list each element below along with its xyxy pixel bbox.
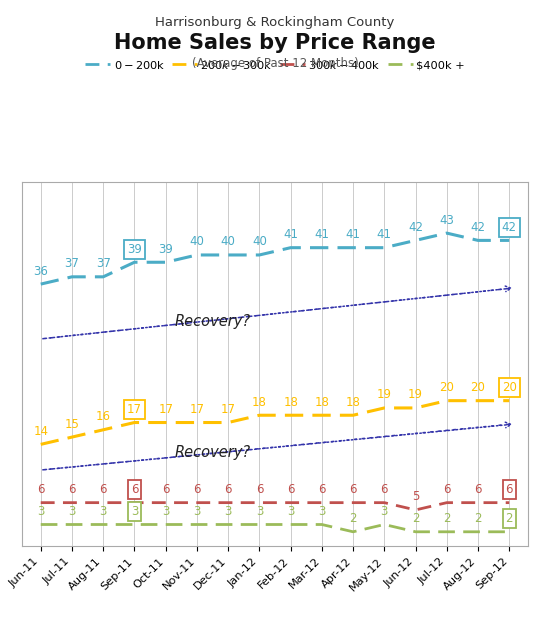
Text: 40: 40 — [252, 236, 267, 249]
Text: 6: 6 — [287, 483, 294, 496]
Text: 3: 3 — [37, 505, 45, 518]
Text: 6: 6 — [100, 483, 107, 496]
Text: 42: 42 — [408, 221, 423, 234]
Text: 18: 18 — [315, 396, 329, 409]
Text: 17: 17 — [221, 403, 235, 416]
Text: 18: 18 — [252, 396, 267, 409]
Text: 6: 6 — [381, 483, 388, 496]
Text: 3: 3 — [256, 505, 263, 518]
Text: Recovery?: Recovery? — [174, 314, 251, 329]
Text: 6: 6 — [318, 483, 326, 496]
Text: 6: 6 — [505, 483, 513, 496]
Text: 37: 37 — [96, 257, 111, 270]
Text: 40: 40 — [190, 236, 205, 249]
Text: 19: 19 — [377, 388, 392, 401]
Text: 43: 43 — [439, 214, 454, 227]
Text: 3: 3 — [224, 505, 232, 518]
Text: 20: 20 — [439, 381, 454, 394]
Text: 3: 3 — [100, 505, 107, 518]
Text: 41: 41 — [283, 228, 298, 241]
Text: 16: 16 — [96, 410, 111, 423]
Text: 6: 6 — [224, 483, 232, 496]
Text: 36: 36 — [34, 264, 48, 278]
Text: 3: 3 — [68, 505, 76, 518]
Text: 2: 2 — [443, 512, 450, 525]
Text: 42: 42 — [502, 221, 517, 234]
Text: 3: 3 — [318, 505, 326, 518]
Text: 3: 3 — [131, 505, 138, 518]
Text: 6: 6 — [256, 483, 263, 496]
Text: 40: 40 — [221, 236, 235, 249]
Text: 6: 6 — [193, 483, 201, 496]
Text: 17: 17 — [127, 403, 142, 416]
Text: 6: 6 — [349, 483, 357, 496]
Text: 39: 39 — [127, 242, 142, 256]
Text: 20: 20 — [471, 381, 486, 394]
Text: 3: 3 — [287, 505, 294, 518]
Text: 41: 41 — [377, 228, 392, 241]
Text: 42: 42 — [470, 221, 486, 234]
Text: 2: 2 — [349, 512, 357, 525]
Text: 6: 6 — [131, 483, 138, 496]
Text: 3: 3 — [193, 505, 201, 518]
Text: 5: 5 — [412, 490, 419, 504]
Text: 20: 20 — [502, 381, 516, 394]
Text: 18: 18 — [283, 396, 298, 409]
Text: 2: 2 — [474, 512, 482, 525]
Text: 3: 3 — [162, 505, 169, 518]
Text: 41: 41 — [345, 228, 361, 241]
Text: 2: 2 — [412, 512, 419, 525]
Text: 6: 6 — [162, 483, 169, 496]
Text: 2: 2 — [505, 512, 513, 525]
Text: 14: 14 — [33, 425, 48, 438]
Text: 17: 17 — [189, 403, 205, 416]
Text: 37: 37 — [64, 257, 79, 270]
Text: 6: 6 — [474, 483, 482, 496]
Text: 39: 39 — [158, 242, 173, 256]
Text: Harrisonburg & Rockingham County: Harrisonburg & Rockingham County — [155, 16, 395, 29]
Text: (Average of Past 12 Months): (Average of Past 12 Months) — [191, 57, 359, 70]
Text: 17: 17 — [158, 403, 173, 416]
Text: 6: 6 — [443, 483, 450, 496]
Text: 6: 6 — [68, 483, 76, 496]
Legend: $0 - $200k, $200k - $300k, $300k - $400k, $400k +: $0 - $200k, $200k - $300k, $300k - $400k… — [85, 58, 465, 70]
Text: 6: 6 — [37, 483, 45, 496]
Text: 18: 18 — [345, 396, 360, 409]
Text: Recovery?: Recovery? — [174, 445, 251, 460]
Text: 3: 3 — [381, 505, 388, 518]
Text: Home Sales by Price Range: Home Sales by Price Range — [114, 33, 436, 53]
Text: 15: 15 — [64, 418, 79, 431]
Text: 19: 19 — [408, 388, 423, 401]
Text: 41: 41 — [315, 228, 329, 241]
